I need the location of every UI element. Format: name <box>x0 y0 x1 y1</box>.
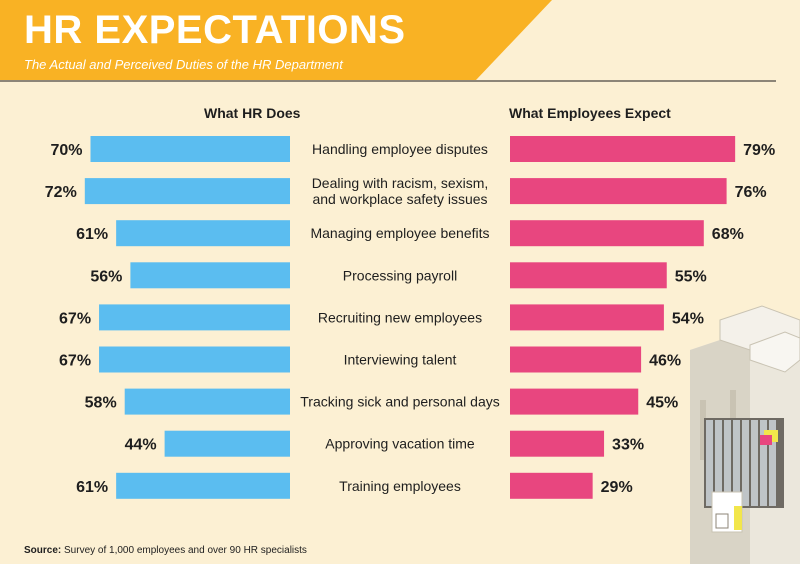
bar-hr-5 <box>99 346 290 373</box>
data-label-employee-3: 55% <box>675 268 707 285</box>
bar-hr-7 <box>164 430 290 457</box>
page-title: HR EXPECTATIONS <box>24 8 406 52</box>
legend-employees-expect: What Employees Expect <box>509 105 671 121</box>
bar-employee-6 <box>510 388 639 415</box>
data-label-employee-1: 76% <box>735 184 767 201</box>
bar-employee-0 <box>510 136 736 162</box>
data-label-hr-3: 56% <box>90 268 122 285</box>
data-label-hr-8: 61% <box>76 479 108 496</box>
data-label-hr-7: 44% <box>125 437 157 454</box>
bar-hr-8 <box>116 472 291 499</box>
bar-hr-0 <box>90 136 290 162</box>
category-label-8: Training employees <box>339 478 461 494</box>
bar-employee-5 <box>510 346 642 373</box>
data-label-employee-4: 54% <box>672 310 704 327</box>
bar-hr-1 <box>84 178 290 205</box>
data-label-employee-7: 33% <box>612 437 644 454</box>
bar-employee-4 <box>510 304 664 331</box>
butterfly-bar-chart: 70% 79% Handling employee disputes 72% 76% De… <box>45 136 775 499</box>
data-label-employee-0: 79% <box>743 142 775 159</box>
bar-employee-8 <box>510 472 593 499</box>
data-label-hr-4: 67% <box>59 310 91 327</box>
category-label-3: Processing payroll <box>343 267 457 283</box>
data-label-employee-2: 68% <box>712 226 744 243</box>
category-label-2: Managing employee benefits <box>310 225 489 241</box>
bar-employee-7 <box>510 430 605 457</box>
bar-employee-3 <box>510 262 667 289</box>
bar-hr-2 <box>116 220 291 247</box>
source-note: Source: Survey of 1,000 employees and ov… <box>24 545 307 556</box>
category-label-0: Handling employee disputes <box>312 141 488 157</box>
bar-hr-4 <box>99 304 290 331</box>
data-label-hr-2: 61% <box>76 226 108 243</box>
category-label-7: Approving vacation time <box>325 436 475 452</box>
data-label-hr-1: 72% <box>45 184 77 201</box>
filing-cabinet-illustration <box>690 305 800 564</box>
category-label-1-line-1: and workplace safety issues <box>312 191 487 207</box>
banner-shape <box>0 0 552 80</box>
bar-hr-6 <box>124 388 290 415</box>
data-label-employee-6: 45% <box>646 395 678 412</box>
data-label-hr-5: 67% <box>59 353 91 370</box>
data-label-employee-8: 29% <box>601 479 633 496</box>
source-label: Source: <box>24 545 62 556</box>
data-label-hr-6: 58% <box>85 395 117 412</box>
data-label-hr-0: 70% <box>50 142 82 159</box>
category-label-1-line-0: Dealing with racism, sexism, <box>312 175 489 191</box>
legend-hr-does: What HR Does <box>204 105 301 121</box>
bar-employee-2 <box>510 220 704 247</box>
category-label-6: Tracking sick and personal days <box>300 394 499 410</box>
category-label-5: Interviewing talent <box>344 352 457 368</box>
data-label-employee-5: 46% <box>649 353 681 370</box>
page-subtitle: The Actual and Perceived Duties of the H… <box>24 57 343 72</box>
title-banner <box>0 0 552 80</box>
bar-hr-3 <box>130 262 290 289</box>
source-text: Survey of 1,000 employees and over 90 HR… <box>64 545 307 556</box>
header-divider <box>0 80 776 82</box>
bar-employee-1 <box>510 178 727 205</box>
category-label-4: Recruiting new employees <box>318 309 482 325</box>
